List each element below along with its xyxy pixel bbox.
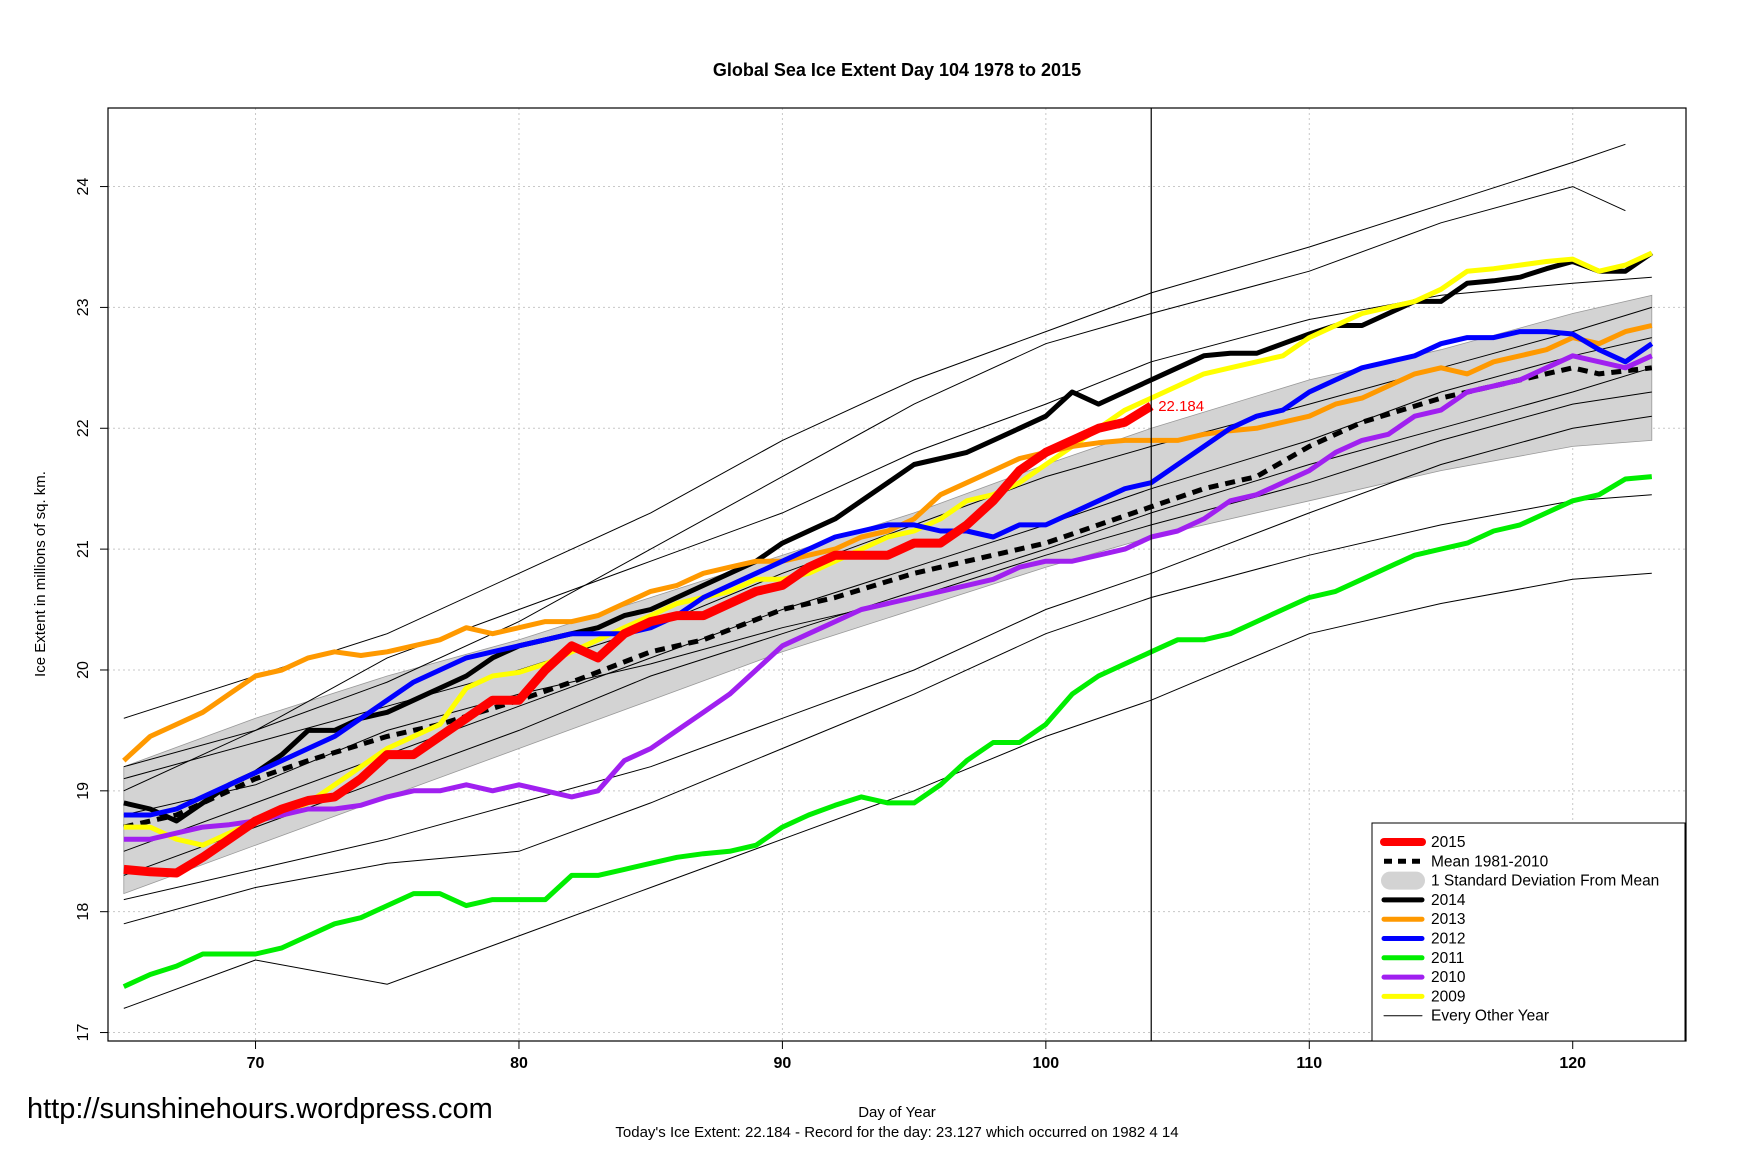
y-tick-label: 22 [75,419,92,437]
legend-entry: Mean 1981-2010 [1384,853,1549,870]
legend-entry: 1 Standard Deviation From Mean [1381,871,1659,890]
other-year-line [123,572,1652,1009]
y-tick-label: 24 [75,178,92,196]
y-tick-label: 17 [75,1024,92,1042]
legend-swatch [1381,871,1425,890]
series-line-2010 [123,353,1653,842]
y-tick-label: 20 [75,661,92,679]
legend-entry: 2013 [1381,911,1465,928]
other-year-line [123,143,1626,719]
series-line-2014 [123,250,1654,824]
series-line-2011 [122,474,1653,989]
footer-text: Today's Ice Extent: 22.184 - Record for … [615,1124,1178,1141]
y-axis-title: Ice Extent in millions of sq. km. [32,471,49,677]
legend-box [1371,822,1686,1042]
other-year-line [123,494,1652,925]
other-year-line [123,276,1652,792]
x-tick-label: 120 [1559,1055,1586,1072]
series-line-2009 [123,250,1653,848]
series-line-2015 [123,402,1154,878]
legend-label: 1 Standard Deviation From Mean [1431,873,1659,890]
legend-entry: 2014 [1381,892,1466,909]
plot-frame [107,107,1687,1042]
legend-entry: 2011 [1381,950,1464,967]
y-tick-label: 23 [75,298,92,316]
legend-label: Every Other Year [1431,1008,1549,1025]
legend-label: 2015 [1431,834,1465,851]
x-tick-label: 70 [247,1055,265,1072]
x-tick-label: 110 [1296,1055,1322,1072]
x-tick-label: 90 [774,1055,792,1072]
highlighted-series [122,250,1654,989]
std-dev-band [123,294,1653,895]
series-line-2013 [122,323,1653,763]
y-tick-label: 19 [75,782,92,800]
std-dev-band-area [123,294,1653,895]
legend-label: 2010 [1431,969,1466,986]
legend-label: Mean 1981-2010 [1431,853,1549,870]
y-tick-label: 18 [75,903,92,921]
other-year-line [123,186,1626,768]
legend-entry: Every Other Year [1383,1008,1549,1025]
legend-label: 2014 [1431,892,1466,909]
current-value-label: 22.184 [1158,398,1204,415]
chart-title: Global Sea Ice Extent Day 104 1978 to 20… [713,60,1081,80]
other-year-line [123,367,1652,876]
x-axis-title: Day of Year [858,1104,936,1121]
legend-label: 2012 [1431,931,1465,948]
other-year-line [123,415,1652,901]
x-tick-label: 80 [510,1055,528,1072]
legend: 2015 Mean 1981-2010 1 Standard Deviation F… [1371,822,1686,1042]
legend-entry: 2010 [1381,969,1466,986]
y-tick-label: 21 [75,540,92,558]
series-line-2012 [123,329,1654,818]
legend-entry: 2012 [1381,931,1465,948]
legend-label: 2011 [1431,950,1464,967]
legend-entry: 2009 [1381,988,1465,1005]
watermark-url: http://sunshinehours.wordpress.com [27,1093,493,1125]
series-line-mean-1981-2010 [123,365,1653,830]
axis-ticks: 70 80 90 100 110 120 17 18 19 20 21 22 23 24 [75,178,1586,1072]
legend-entry: 2015 [1380,834,1465,851]
legend-label: 2013 [1431,911,1465,928]
x-tick-label: 100 [1032,1055,1059,1072]
legend-label: 2009 [1431,988,1465,1005]
